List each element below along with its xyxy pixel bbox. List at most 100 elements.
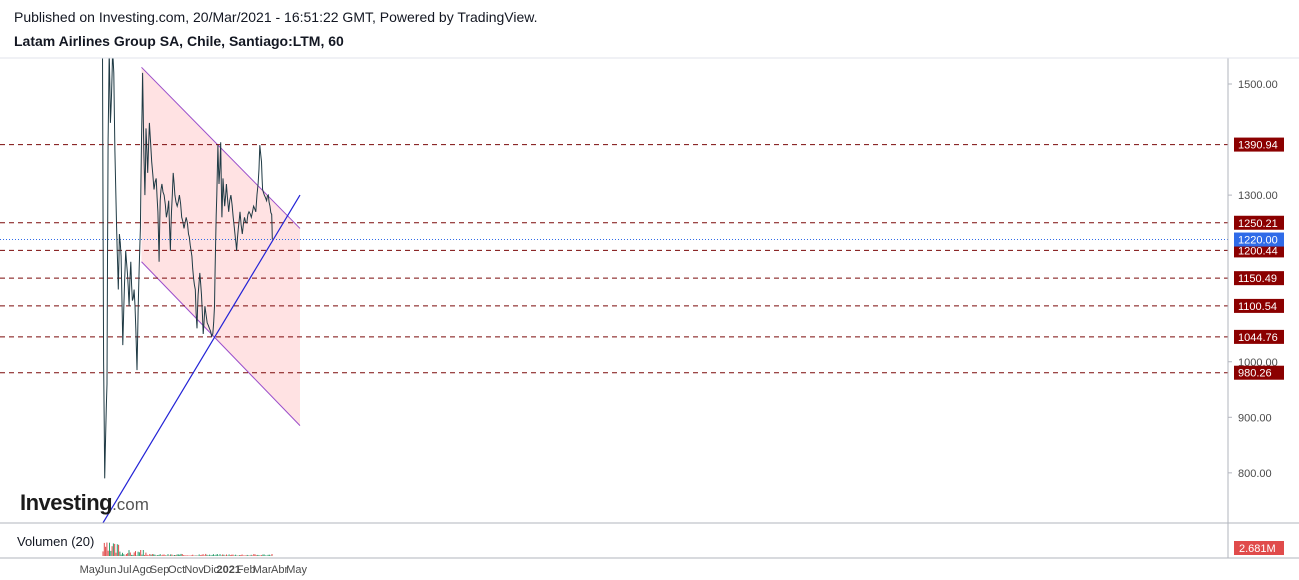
volume-bar bbox=[151, 554, 153, 556]
volume-bar bbox=[228, 554, 230, 556]
level-badge-label: 1150.49 bbox=[1238, 273, 1277, 285]
volume-bar bbox=[192, 554, 194, 556]
volume-bar bbox=[271, 554, 273, 556]
volume-bar bbox=[233, 555, 235, 556]
volume-bar bbox=[142, 550, 144, 556]
x-tick-label: Dic bbox=[203, 564, 219, 576]
volume-bar bbox=[102, 551, 104, 556]
y-tick-label: 1300.00 bbox=[1238, 190, 1278, 202]
level-badge-label: 1200.44 bbox=[1238, 245, 1278, 257]
volume-bar bbox=[223, 554, 225, 556]
volume-bar bbox=[146, 554, 148, 556]
volume-bar bbox=[170, 554, 172, 556]
volume-bar bbox=[144, 555, 146, 556]
x-tick-label: May bbox=[80, 564, 101, 576]
volume-bar bbox=[203, 555, 205, 556]
x-tick-label: Jun bbox=[99, 564, 117, 576]
volume-bar bbox=[202, 554, 204, 556]
volume-bar bbox=[112, 543, 114, 556]
y-tick-label: 1500.00 bbox=[1238, 79, 1278, 91]
volume-bar bbox=[158, 554, 160, 556]
volume-bar bbox=[253, 554, 255, 556]
volume-bar bbox=[258, 555, 260, 556]
volume-bar bbox=[135, 551, 136, 556]
volume-bar bbox=[193, 555, 195, 556]
level-badge-label: 1390.94 bbox=[1238, 140, 1278, 152]
volume-bar bbox=[241, 554, 243, 556]
volume-bar bbox=[268, 554, 270, 556]
plot-area bbox=[0, 58, 1228, 523]
volume-bar bbox=[164, 555, 166, 556]
volume-bar bbox=[137, 551, 139, 556]
volume-bar bbox=[236, 555, 238, 556]
volume-badge-label: 2.681M bbox=[1239, 543, 1276, 555]
volume-bar bbox=[232, 554, 234, 556]
volume-bar bbox=[123, 554, 125, 556]
volume-bar bbox=[131, 554, 133, 556]
channel-lower-line bbox=[141, 261, 301, 426]
volume-bar bbox=[155, 555, 157, 556]
volume-bar bbox=[198, 554, 200, 556]
volume-bar bbox=[254, 554, 256, 556]
channel-fill bbox=[141, 67, 300, 426]
volume-bar bbox=[188, 555, 190, 556]
level-badge bbox=[1234, 243, 1284, 258]
volume-bar bbox=[248, 555, 250, 556]
volume-bar bbox=[205, 553, 207, 556]
volume-bar bbox=[255, 555, 257, 556]
chart-title: Latam Airlines Group SA, Chile, Santiago… bbox=[14, 33, 344, 49]
volume-bar bbox=[197, 555, 199, 556]
volume-bar bbox=[136, 555, 138, 556]
volume-bar bbox=[181, 554, 183, 556]
volume-bar bbox=[252, 555, 253, 556]
volume-bar bbox=[261, 555, 263, 556]
volume-bar bbox=[133, 552, 135, 556]
current-price-badge bbox=[1234, 232, 1284, 247]
volume-bar bbox=[127, 553, 129, 556]
level-badge bbox=[1234, 329, 1284, 344]
x-tick-label: Sep bbox=[150, 564, 170, 576]
y-tick-label: 900.00 bbox=[1238, 412, 1272, 424]
volume-bar bbox=[175, 555, 177, 556]
volume-bar bbox=[129, 552, 131, 556]
volume-bar bbox=[265, 555, 266, 556]
volume-bar bbox=[263, 554, 265, 556]
volume-bar bbox=[132, 554, 134, 556]
price-line bbox=[102, 58, 273, 479]
x-tick-label: Ago bbox=[132, 564, 152, 576]
volume-bar bbox=[140, 550, 142, 556]
volume-bar bbox=[229, 555, 231, 556]
volume-bar bbox=[166, 555, 168, 556]
volume-label: Volumen (20) bbox=[17, 534, 95, 549]
volume-bar bbox=[207, 555, 209, 556]
volume-bar bbox=[190, 555, 192, 556]
level-badge bbox=[1234, 365, 1284, 380]
volume-bar bbox=[174, 555, 175, 556]
volume-bar bbox=[150, 554, 152, 556]
volume-bar bbox=[211, 554, 213, 556]
volume-bar bbox=[124, 555, 126, 556]
volume-bar bbox=[153, 554, 155, 556]
volume-bar bbox=[184, 555, 186, 556]
published-caption: Published on Investing.com, 20/Mar/2021 … bbox=[14, 9, 538, 25]
x-tick-label: Nov bbox=[184, 564, 204, 576]
level-badge-label: 980.26 bbox=[1238, 368, 1272, 380]
volume-bar bbox=[122, 552, 123, 556]
volume-bars bbox=[102, 542, 273, 556]
volume-bar bbox=[262, 554, 264, 556]
volume-bar bbox=[239, 555, 240, 556]
x-tick-label: Mar bbox=[253, 564, 272, 576]
volume-bar bbox=[219, 554, 221, 556]
volume-bar bbox=[266, 555, 268, 556]
volume-bar bbox=[226, 554, 227, 556]
volume-bar bbox=[120, 554, 122, 556]
volume-bar bbox=[159, 554, 161, 556]
volume-bar bbox=[237, 555, 239, 556]
x-tick-label: May bbox=[286, 564, 307, 576]
volume-bar bbox=[183, 555, 185, 556]
volume-bar bbox=[201, 554, 203, 556]
volume-bar bbox=[157, 555, 159, 556]
volume-bar bbox=[148, 555, 149, 556]
volume-bar bbox=[149, 554, 151, 556]
